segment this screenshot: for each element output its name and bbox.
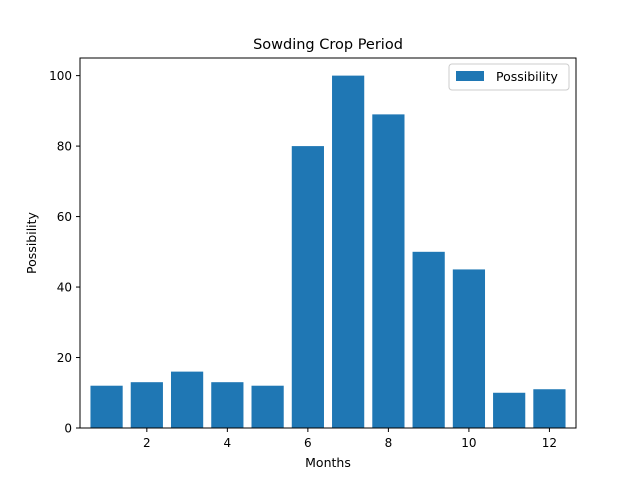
bar-month-10 xyxy=(452,269,486,428)
bar-month-11 xyxy=(493,392,526,428)
y-tick-label: 40 xyxy=(57,281,72,295)
x-tick-label: 12 xyxy=(542,436,557,450)
bar-month-9 xyxy=(412,251,445,428)
y-tick-label: 0 xyxy=(64,422,72,436)
legend-box xyxy=(448,63,570,91)
bars-layer xyxy=(90,75,566,429)
plot-frame xyxy=(79,57,577,429)
bar-month-6 xyxy=(291,146,324,428)
bar-month-3 xyxy=(170,371,204,428)
x-tick-label: 6 xyxy=(304,436,312,450)
bar-month-5 xyxy=(251,385,284,428)
y-tick-label: 20 xyxy=(57,351,72,365)
bar-month-1 xyxy=(90,385,123,428)
x-tick-label: 8 xyxy=(385,436,393,450)
legend-label: Possibility xyxy=(496,69,558,84)
chart-title: Sowding Crop Period xyxy=(253,37,403,53)
y-tick-label: 60 xyxy=(57,210,72,224)
bar-month-12 xyxy=(533,389,566,428)
x-tick-label: 2 xyxy=(143,436,151,450)
y-axis-label: Possibility xyxy=(24,211,39,273)
x-tick-label: 10 xyxy=(461,436,476,450)
x-axis-ticks: 2 4 6 8 10 12 xyxy=(143,428,557,450)
x-tick-label: 4 xyxy=(224,436,232,450)
bar-month-4 xyxy=(211,382,244,428)
y-tick-label: 100 xyxy=(49,69,72,83)
y-axis-ticks: 0 20 40 60 80 100 xyxy=(49,69,80,436)
bar-month-8 xyxy=(372,114,405,428)
x-axis-label: Months xyxy=(305,455,351,470)
bar-month-7 xyxy=(332,75,365,429)
legend: Possibility xyxy=(448,63,570,91)
legend-swatch xyxy=(456,71,484,81)
y-tick-label: 80 xyxy=(57,140,72,154)
bar-month-2 xyxy=(130,382,163,428)
